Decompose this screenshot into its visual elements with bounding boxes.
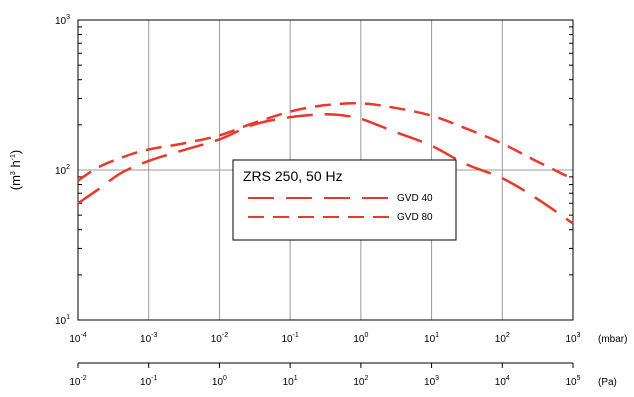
series-curves <box>77 102 574 225</box>
x-tick-pa-label-1: 10-1 <box>140 375 157 388</box>
x-tick-mbar-label-3: 10-1 <box>281 332 298 345</box>
x-tick-mbar-label-4: 100 <box>353 332 368 345</box>
legend: ZRS 250, 50 Hz GVD 40 GVD 80 <box>232 159 457 241</box>
x-axis-mbar-ticks: 10-4 10-3 10-2 10-1 100 101 102 103 <box>69 332 580 345</box>
x-tick-mbar-label-1: 10-3 <box>140 332 157 345</box>
x-unit-mbar: (mbar) <box>598 334 627 345</box>
x-tick-pa-label-6: 104 <box>495 375 510 388</box>
x-unit-pa: (Pa) <box>598 377 617 388</box>
series-line-gvd40 <box>77 113 574 225</box>
x-tick-mbar-label-7: 103 <box>565 332 580 345</box>
y-tick-label-0: 101 <box>55 314 70 327</box>
y-tick-label-1: 102 <box>55 164 70 177</box>
x-tick-pa-label-2: 100 <box>212 375 227 388</box>
plot-frame <box>77 19 574 321</box>
y-axis-ticks: 101 102 103 <box>55 14 70 327</box>
y-axis-label: (m3 h-1) <box>8 150 23 191</box>
x-tick-mbar-label-2: 10-2 <box>211 332 228 345</box>
x-tick-pa-label-4: 102 <box>353 375 368 388</box>
y-tick-label-2: 103 <box>55 14 70 27</box>
x-tick-mbar-label-0: 10-4 <box>69 332 86 345</box>
x-tick-pa-label-5: 103 <box>424 375 439 388</box>
legend-box <box>232 159 457 241</box>
x-tick-pa-label-3: 101 <box>283 375 298 388</box>
legend-label-gvd40: GVD 40 <box>397 193 433 204</box>
legend-title: ZRS 250, 50 Hz <box>243 168 343 184</box>
x-tick-mbar-label-6: 102 <box>495 332 510 345</box>
x-tick-pa-label-7: 105 <box>565 375 580 388</box>
x-tick-mbar-label-5: 101 <box>424 332 439 345</box>
x-tick-pa-label-0: 10-2 <box>69 375 86 388</box>
x-axis-pa-ticks: 10-2 10-1 100 101 102 103 104 105 <box>69 363 581 388</box>
legend-label-gvd80: GVD 80 <box>397 212 433 223</box>
